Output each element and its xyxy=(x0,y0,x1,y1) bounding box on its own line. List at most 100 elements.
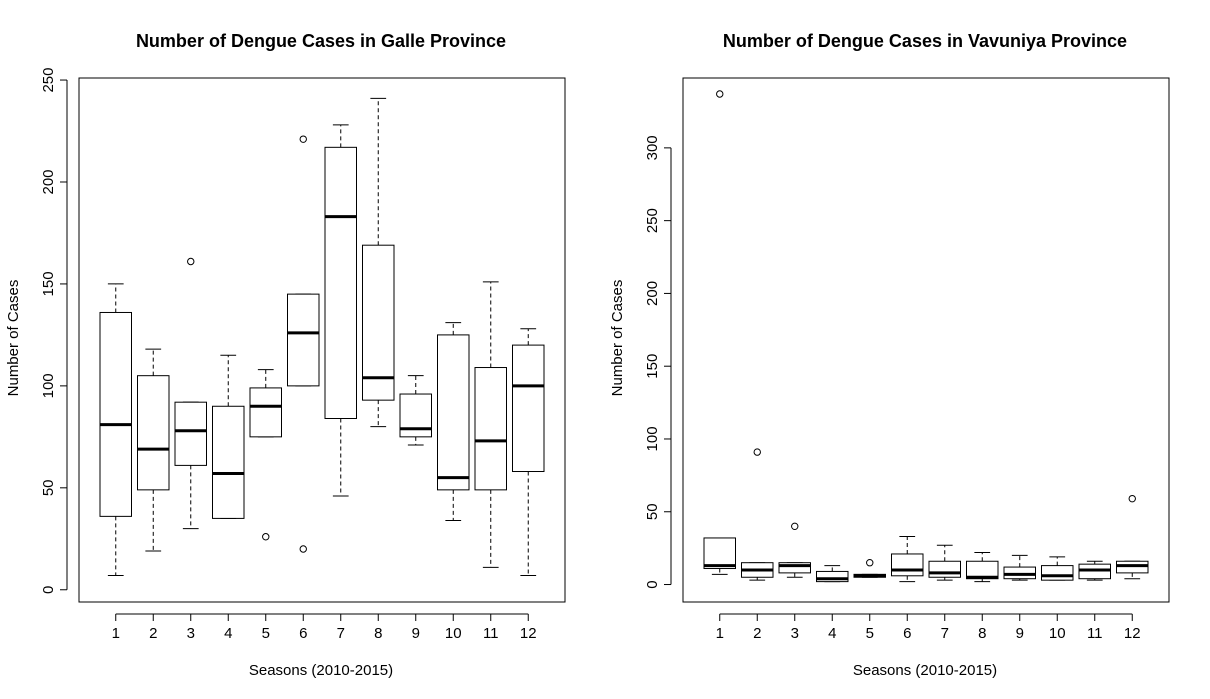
box-season-7 xyxy=(928,544,961,581)
iqr-box xyxy=(249,387,282,438)
box-season-7 xyxy=(324,124,357,497)
box-season-11 xyxy=(1078,560,1111,581)
iqr-box xyxy=(174,401,207,466)
x-tick-label: 7 xyxy=(941,625,949,642)
outlier-point xyxy=(299,545,307,553)
box-season-3 xyxy=(778,522,811,578)
iqr-box xyxy=(362,244,395,401)
y-tick-label: 200 xyxy=(644,281,661,306)
galle-boxplot-panel: Number of Dengue Cases in Galle Province… xyxy=(5,31,566,679)
iqr-box xyxy=(137,375,170,491)
box-season-6 xyxy=(287,135,320,553)
y-tick-label: 50 xyxy=(40,479,57,496)
iqr-box xyxy=(324,146,357,419)
iqr-box xyxy=(287,293,320,387)
iqr-box xyxy=(816,570,849,583)
x-tick-label: 10 xyxy=(1049,625,1066,642)
iqr-box xyxy=(1041,565,1074,581)
vavuniya-boxplot-panel: Number of Dengue Cases in Vavuniya Provi… xyxy=(609,31,1170,679)
x-tick-label: 5 xyxy=(262,625,270,642)
iqr-box xyxy=(928,560,961,578)
box-season-1 xyxy=(99,283,132,576)
box-season-1 xyxy=(703,90,736,575)
x-axis-label: Seasons (2010-2015) xyxy=(853,662,997,679)
box-season-5 xyxy=(249,369,282,541)
iqr-box xyxy=(703,537,736,570)
x-tick-label: 8 xyxy=(374,625,382,642)
box-season-2 xyxy=(137,348,170,552)
iqr-box xyxy=(437,334,470,491)
y-axis-label: Number of Cases xyxy=(5,280,22,397)
iqr-box xyxy=(99,311,132,517)
y-tick-label: 150 xyxy=(40,271,57,296)
outlier-point xyxy=(187,257,195,266)
box-season-4 xyxy=(816,565,849,583)
iqr-box xyxy=(891,553,924,577)
chart-title: Number of Dengue Cases in Galle Province xyxy=(136,31,506,51)
x-tick-label: 11 xyxy=(483,625,499,642)
boxplot-marks xyxy=(99,97,545,576)
boxplot-marks xyxy=(703,90,1149,583)
box-season-11 xyxy=(474,281,507,568)
box-season-5 xyxy=(853,559,886,578)
iqr-box xyxy=(212,405,245,519)
x-tick-label: 7 xyxy=(337,625,345,642)
y-axis-label: Number of Cases xyxy=(609,280,626,397)
box-season-9 xyxy=(1003,554,1036,581)
plot-frame xyxy=(682,77,1170,603)
box-season-9 xyxy=(399,375,432,446)
outlier-point xyxy=(866,559,874,567)
y-tick-label: 250 xyxy=(644,208,661,233)
box-season-12 xyxy=(1116,494,1149,580)
plot-frame xyxy=(78,77,566,603)
y-tick-label: 0 xyxy=(40,586,57,594)
box-season-8 xyxy=(362,97,395,428)
box-season-12 xyxy=(512,328,545,576)
y-tick-label: 100 xyxy=(40,373,57,398)
outlier-point xyxy=(753,448,761,456)
x-tick-label: 11 xyxy=(1087,625,1103,642)
x-tick-label: 1 xyxy=(112,625,120,642)
x-tick-label: 12 xyxy=(1124,625,1141,642)
x-tick-label: 2 xyxy=(753,625,761,642)
outlier-point xyxy=(299,135,307,143)
y-tick-label: 100 xyxy=(644,426,661,451)
x-tick-label: 6 xyxy=(903,625,911,642)
x-axis: 1 2 3 4 5 6 7 8 9 10 11 12 xyxy=(112,613,537,642)
y-axis: 0 50 100 150 200 250 xyxy=(40,68,68,594)
outlier-point xyxy=(1128,494,1136,503)
iqr-box xyxy=(778,562,811,574)
x-tick-label: 9 xyxy=(1016,625,1024,642)
x-axis-label: Seasons (2010-2015) xyxy=(249,662,393,679)
box-season-3 xyxy=(174,257,207,530)
x-tick-label: 3 xyxy=(187,625,195,642)
y-tick-label: 200 xyxy=(40,169,57,194)
box-season-10 xyxy=(437,322,470,521)
x-tick-label: 9 xyxy=(412,625,420,642)
y-tick-label: 0 xyxy=(644,580,661,588)
outlier-point xyxy=(791,522,799,531)
box-season-8 xyxy=(966,552,999,583)
y-tick-label: 300 xyxy=(644,135,661,160)
x-tick-label: 1 xyxy=(716,625,724,642)
iqr-box xyxy=(474,367,507,491)
x-tick-label: 12 xyxy=(520,625,537,642)
box-season-4 xyxy=(212,354,245,519)
x-axis: 1 2 3 4 5 6 7 8 9 10 11 12 xyxy=(716,613,1141,642)
outlier-point xyxy=(262,533,270,541)
box-season-2 xyxy=(741,448,774,581)
iqr-box xyxy=(399,393,432,438)
x-tick-label: 8 xyxy=(978,625,986,642)
y-tick-label: 250 xyxy=(40,68,57,93)
x-tick-label: 10 xyxy=(445,625,462,642)
iqr-box xyxy=(512,344,545,473)
y-tick-label: 150 xyxy=(644,354,661,379)
y-tick-label: 50 xyxy=(644,503,661,520)
box-season-10 xyxy=(1041,556,1074,581)
chart-title: Number of Dengue Cases in Vavuniya Provi… xyxy=(723,31,1127,51)
box-season-6 xyxy=(891,536,924,583)
x-tick-label: 3 xyxy=(791,625,799,642)
x-tick-label: 6 xyxy=(299,625,307,642)
